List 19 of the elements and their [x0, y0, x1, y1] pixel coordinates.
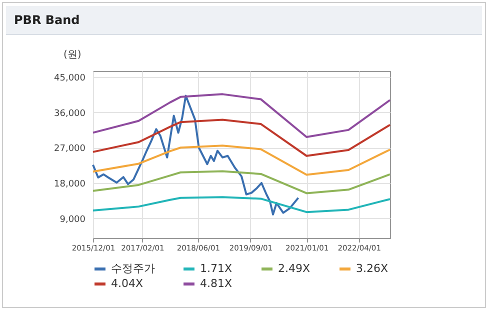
chart-title: PBR Band — [14, 13, 80, 27]
legend-label: 4.04X — [111, 277, 144, 290]
line-series — [92, 196, 391, 214]
line-series — [92, 93, 391, 138]
y-tick-label: 18,000 — [54, 179, 86, 190]
legend-label: 4.81X — [200, 277, 232, 290]
legend-label: 수정주가 — [111, 262, 155, 275]
y-tick-label: 9,000 — [60, 214, 86, 225]
legend-label: 2.49X — [278, 262, 310, 275]
y-tick-label: 36,000 — [54, 108, 86, 119]
line-series — [92, 94, 300, 216]
legend-label: 1.71X — [200, 262, 232, 275]
line-series — [92, 144, 391, 176]
y-tick-label: 45,000 — [54, 73, 86, 84]
y-tick-label: 27,000 — [54, 144, 86, 154]
y-axis-title: (원) — [64, 50, 82, 60]
line-series — [92, 118, 391, 157]
legend-label: 3.26X — [356, 262, 388, 275]
line-series — [92, 170, 391, 194]
